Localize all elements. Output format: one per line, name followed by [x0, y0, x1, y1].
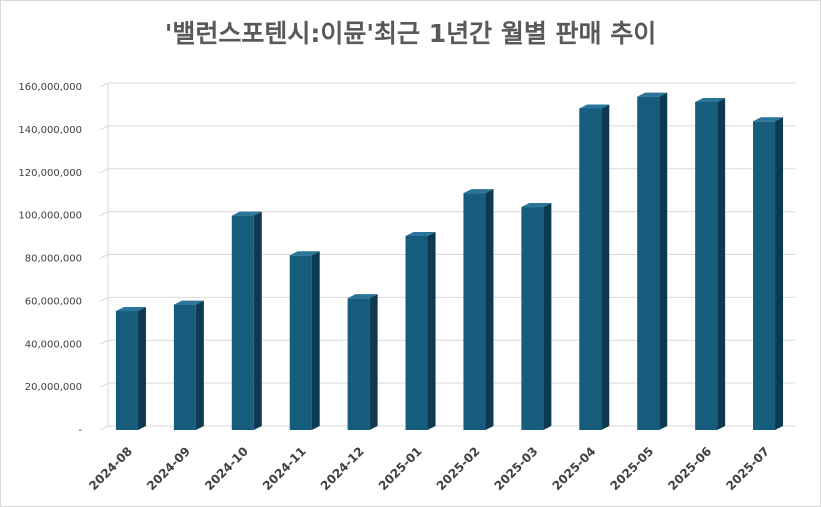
bar: [405, 235, 428, 430]
gridline-side: [99, 211, 109, 217]
x-tick-label: 2025-02: [434, 444, 483, 493]
gridline-side: [99, 125, 109, 131]
bar-side: [775, 117, 784, 431]
x-tick-label: 2024-08: [86, 444, 135, 493]
bar-side: [253, 211, 262, 430]
x-tick-label: 2024-11: [260, 444, 309, 493]
bar-top: [173, 300, 204, 305]
bar: [289, 255, 312, 430]
x-tick-label: 2025-05: [607, 444, 656, 493]
gridline-side: [99, 425, 109, 431]
bar-top: [231, 211, 262, 216]
bar-top: [115, 307, 146, 312]
bar: [637, 96, 660, 430]
bar-top: [347, 294, 378, 299]
x-tick-label: 2025-01: [376, 444, 425, 493]
bar-top: [463, 189, 494, 194]
bar-side: [485, 189, 494, 430]
bar: [173, 304, 196, 430]
bar-side: [311, 251, 320, 430]
bar-side: [543, 203, 552, 430]
gridline-side: [99, 382, 109, 388]
bar-side: [369, 294, 378, 430]
gridline-side: [99, 82, 109, 88]
y-tick-label: 160,000,000: [18, 82, 82, 93]
bar-side: [659, 92, 668, 430]
x-tick-label: 2025-04: [550, 444, 599, 493]
gridline-side: [99, 168, 109, 174]
y-tick-label: 60,000,000: [25, 296, 82, 307]
y-tick-label: 100,000,000: [18, 211, 82, 222]
bar: [231, 215, 254, 430]
bar: [695, 102, 718, 430]
x-tick-label: 2025-07: [723, 444, 772, 493]
bar-top: [695, 98, 726, 103]
y-tick-label: 140,000,000: [18, 125, 82, 136]
y-tick-label: 20,000,000: [25, 382, 82, 393]
bar-top: [637, 92, 668, 97]
x-tick-label: 2024-10: [202, 444, 251, 493]
bar-top: [521, 203, 552, 208]
bar-side: [717, 98, 726, 430]
bar-side: [427, 231, 436, 430]
bar: [753, 121, 776, 431]
bar-top: [753, 117, 784, 122]
gridline-side: [99, 339, 109, 345]
y-tick-label: 40,000,000: [25, 339, 82, 350]
gridline-side: [99, 254, 109, 259]
bar: [347, 298, 370, 430]
bar: [115, 311, 138, 430]
bar: [521, 207, 544, 430]
bar-side: [601, 104, 610, 430]
y-tick-label: -: [78, 425, 82, 436]
bar-top: [289, 251, 320, 256]
bar-side: [137, 307, 146, 430]
bar: [463, 193, 486, 430]
x-tick-label: 2025-06: [665, 444, 714, 493]
bar-side: [195, 300, 204, 430]
bar-top: [405, 231, 436, 236]
y-tick-label: 80,000,000: [25, 254, 82, 265]
bar: [579, 108, 602, 430]
chart-title: '밸런스포텐시:이뮨'최근 1년간 월별 판매 추이: [164, 19, 657, 48]
x-tick-label: 2025-03: [492, 444, 541, 493]
gridline-side: [99, 296, 109, 302]
x-tick-label: 2024-12: [318, 444, 367, 493]
bar-top: [579, 104, 610, 109]
y-tick-label: 120,000,000: [18, 168, 82, 179]
x-tick-label: 2024-09: [144, 444, 193, 493]
